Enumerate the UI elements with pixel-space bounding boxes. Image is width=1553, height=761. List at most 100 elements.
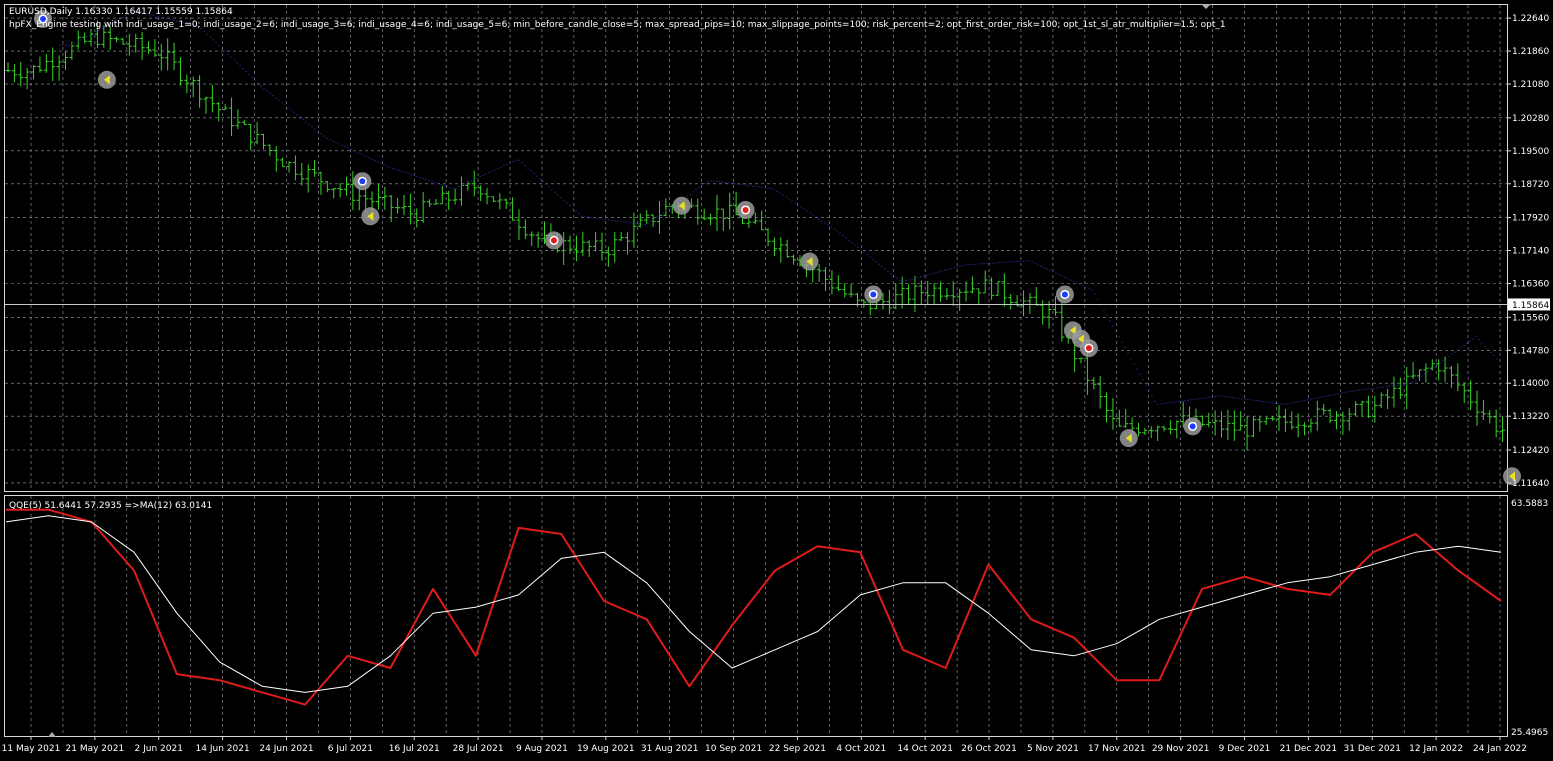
ma-dot (317, 130, 319, 132)
ma-dot (1235, 397, 1237, 399)
ma-dot (137, 11, 139, 13)
ma-dot (1097, 298, 1099, 300)
ma-dot (266, 90, 268, 92)
ma-dot (1064, 276, 1066, 278)
ma-dot (95, 31, 97, 33)
ma-dot (1214, 396, 1216, 398)
ma-dot (872, 258, 874, 260)
ma-dot (611, 219, 613, 221)
ma-dot (1376, 387, 1378, 389)
ma-dot (1157, 403, 1159, 405)
ma-dot (251, 76, 253, 78)
ma-dot (824, 222, 826, 224)
ma-dot (1448, 355, 1450, 358)
ma-dot (752, 185, 754, 187)
ma-dot (1472, 338, 1474, 340)
ma-dot (1481, 342, 1483, 344)
indicator-info: QQE(5) 51.6441 57.2935 =>MA(12) 63.0141 (9, 501, 212, 511)
ma-dot (572, 207, 574, 209)
ma-dot (110, 23, 112, 25)
sell-order-icon (742, 206, 749, 213)
ma-dot (1127, 352, 1129, 354)
ma-dot (1478, 339, 1480, 341)
ma-dot (437, 182, 439, 185)
ma-dot (1484, 345, 1486, 347)
ma-dot (311, 126, 313, 128)
ma-dot (746, 184, 748, 186)
ma-dot (320, 133, 322, 135)
ma-dot (1163, 402, 1165, 405)
ma-dot (215, 42, 217, 44)
ma-dot (614, 220, 616, 222)
ma-dot (653, 218, 655, 220)
ma-dot (950, 268, 952, 270)
ma-dot (1286, 403, 1288, 405)
ma-dot (1319, 396, 1321, 398)
ma-dot (962, 264, 964, 267)
ma-dot (1403, 383, 1405, 385)
price-axis: 1.22640 1.21860 1.21080 1.20280 1.19500 1.187… (1507, 14, 1549, 489)
ma-dot (1397, 384, 1399, 386)
trade-markers (34, 9, 1521, 486)
ma-dot (704, 183, 706, 185)
ma-dot (449, 186, 451, 189)
ma-dot (971, 263, 973, 266)
ma-dot (1442, 360, 1444, 362)
ma-dot (257, 82, 259, 84)
ma-dot (1118, 336, 1120, 338)
ma-dot (926, 274, 928, 276)
ma-dot (668, 208, 670, 210)
ma-dot (332, 140, 334, 142)
sell-order-icon (1085, 345, 1092, 352)
ma-dot (551, 188, 553, 191)
ma-dot (419, 176, 421, 179)
ma-dot (1496, 358, 1498, 360)
ma-dot (1466, 342, 1468, 344)
ma-dot (641, 223, 643, 225)
ma-dot (998, 262, 1000, 264)
ma-dot (482, 174, 484, 177)
indicator-min-label: 25.4965 (1511, 728, 1548, 738)
ma-dot (1244, 398, 1246, 400)
close-arrow-icon (1509, 471, 1515, 481)
ma-dot (83, 37, 85, 39)
ma-dot (182, 21, 184, 24)
ma-dot (563, 199, 565, 201)
ma-dot (1082, 285, 1084, 287)
ma-dot (734, 183, 736, 185)
ma-dot (1463, 344, 1465, 347)
ma-dot (542, 180, 544, 183)
grid (5, 5, 1507, 491)
ma-dot (1280, 403, 1282, 405)
ma-dot (1433, 366, 1435, 369)
ma-dot (845, 237, 847, 239)
ma-dot (545, 183, 547, 185)
ma-dot (494, 169, 496, 171)
ma-dot (1316, 397, 1318, 399)
ma-dot (371, 158, 373, 160)
ma-dot (1208, 396, 1210, 399)
ma-dot (728, 182, 730, 184)
ma-dot (761, 186, 763, 188)
ma-dot (1169, 402, 1171, 404)
ma-dot (452, 187, 454, 190)
time-tick-label: 31 Dec 2021 (1344, 744, 1402, 754)
ma-dot (407, 172, 409, 175)
ma-dot (383, 164, 385, 166)
ma-dot (878, 263, 880, 265)
chart-shift-marker-icon[interactable] (1201, 4, 1211, 9)
ma-dot (1211, 396, 1213, 398)
ma-dot (128, 13, 130, 16)
ma-dot (1424, 373, 1426, 375)
ma-dot (1364, 388, 1366, 391)
scroll-marker-icon[interactable] (48, 732, 56, 737)
ma-dot (62, 44, 64, 46)
ma-dot (1493, 355, 1495, 357)
ma-dot (146, 13, 148, 15)
ma-dot (1271, 402, 1273, 404)
ma-dot (155, 15, 157, 17)
ma-dot (584, 216, 586, 218)
time-tick-label: 29 Nov 2021 (1152, 744, 1210, 754)
ma-dot (1121, 341, 1123, 343)
